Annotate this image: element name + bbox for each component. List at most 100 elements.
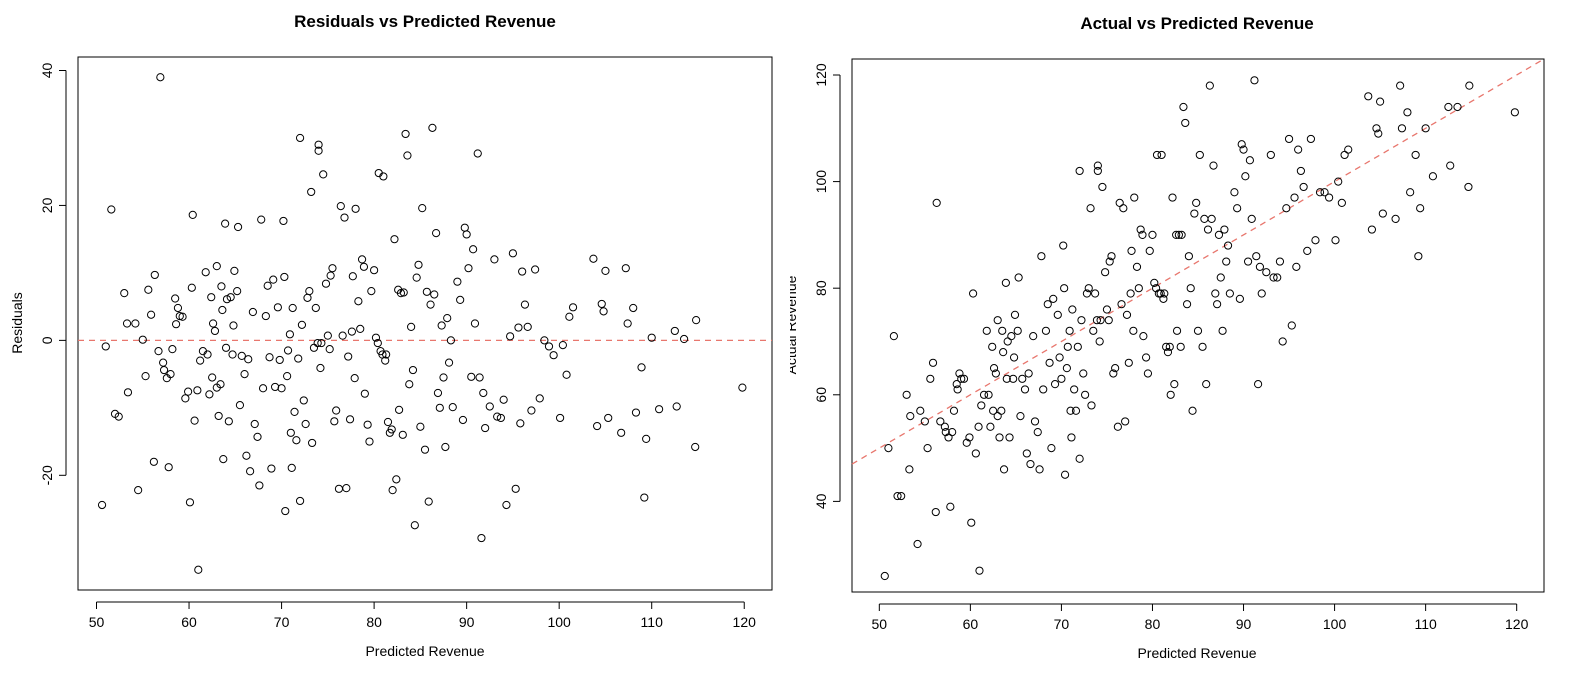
data-point [390,235,399,244]
data-point [977,401,986,410]
chart-title: Residuals vs Predicted Revenue [294,12,556,31]
data-point [255,481,264,490]
data-point [953,385,962,394]
data-point [363,420,372,429]
data-point [604,413,613,423]
data-point [1378,209,1387,218]
data-point [156,73,165,82]
data-point [114,412,123,421]
data-point [1050,380,1060,389]
data-point [1030,417,1040,426]
data-point [407,322,416,331]
y-tick-label: 40 [39,62,55,78]
data-point [1022,449,1031,458]
data-point [1182,300,1192,309]
data-point [948,428,957,437]
data-point [1299,182,1308,192]
data-point [1087,401,1096,410]
data-point [1163,348,1173,357]
data-point [936,417,945,426]
data-point [134,486,143,495]
data-point [1111,364,1120,373]
data-point [493,412,502,421]
actual-vs-predicted-chart-panel: Actual vs Predicted Revenue Predicted Re… [790,0,1582,686]
data-point [317,338,326,348]
data-point [1007,332,1016,341]
data-point [984,390,993,399]
data-point [884,443,893,453]
data-point [982,326,991,335]
data-point [203,350,212,359]
data-point [435,403,444,412]
data-point [993,316,1002,325]
x-axis-label: Predicted Revenue [1137,645,1256,661]
data-point [412,273,421,282]
data-point [952,380,961,389]
data-point [387,425,396,434]
data-point [1292,262,1301,271]
data-point [969,289,978,298]
data-point [410,521,419,530]
data-point [516,419,525,428]
data-point [1089,326,1098,335]
data-point [1250,76,1259,85]
data-point [1063,342,1072,351]
data-point [149,457,158,466]
data-point [479,388,488,398]
data-point [230,266,239,275]
data-point [535,394,544,403]
data-point [1421,124,1430,133]
data-point [1222,257,1231,266]
data-point [131,319,140,328]
data-point [184,387,193,396]
data-point [629,303,638,313]
data-point [299,396,308,405]
data-point [1216,273,1225,282]
data-point [1179,102,1188,112]
data-point [1510,108,1519,117]
data-point [458,415,468,425]
data-point [181,394,190,403]
data-point [1035,465,1044,474]
data-point [477,533,486,543]
data-point [237,351,246,360]
data-point [889,332,898,341]
data-point [178,312,187,321]
actual-vs-predicted-chart: Actual vs Predicted Revenue Predicted Re… [790,14,1545,661]
data-point [147,310,156,319]
data-point [979,390,989,399]
data-point [1184,252,1193,261]
data-point [334,484,344,493]
data-point [631,408,641,417]
data-point [356,324,365,333]
data-point [428,123,437,132]
data-point [1403,108,1412,117]
data-point [1086,204,1095,213]
data-point [1174,230,1183,239]
data-point [1105,257,1114,266]
data-point [226,293,235,302]
data-point [1166,390,1175,399]
data-point [154,347,163,356]
data-point [1026,459,1035,469]
data-point [240,370,249,379]
x-tick-label: 120 [733,614,757,630]
data-point [1001,278,1010,287]
data-point [1093,166,1102,176]
data-point [926,374,935,383]
data-point [967,518,976,527]
data-point [193,386,202,395]
data-point [621,264,630,273]
data-point [208,373,217,382]
data-point [171,294,180,303]
data-point [1143,369,1153,378]
data-point [244,355,253,364]
data-point [1172,230,1181,239]
data-point [1186,284,1195,293]
data-point [1165,342,1174,351]
data-point [201,268,210,277]
data-point [906,412,915,421]
data-point [1192,198,1201,208]
data-point [242,451,251,460]
data-point [267,464,276,473]
